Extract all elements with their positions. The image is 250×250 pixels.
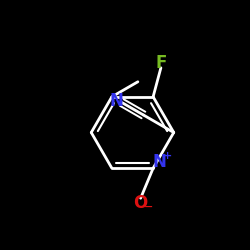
Text: O: O [134, 194, 148, 212]
Text: −: − [144, 202, 154, 212]
Text: N: N [109, 92, 123, 110]
Text: +: + [163, 151, 172, 161]
Text: N: N [152, 153, 166, 171]
Text: F: F [155, 54, 166, 72]
